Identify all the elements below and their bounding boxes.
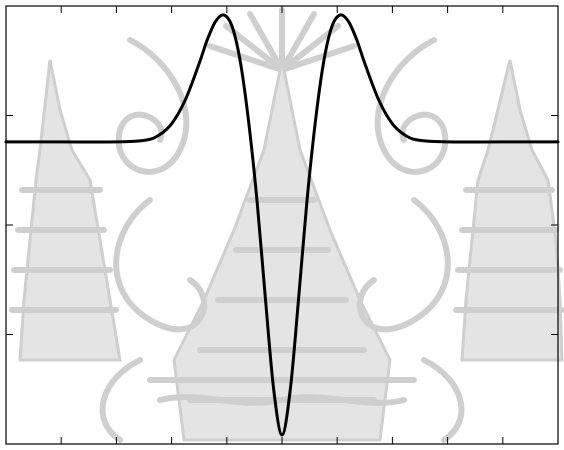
watermark-right-tower-tiers: [453, 187, 564, 313]
watermark-pagoda-tiers: [187, 197, 377, 403]
series-line: [4, 13, 560, 437]
watermark-seal: [9, 7, 564, 443]
watermark-right-tower: [460, 59, 564, 362]
watermark-left-flourish: [99, 37, 208, 443]
watermark-right-flourish: [356, 37, 465, 443]
watermark-sunburst: [207, 7, 357, 73]
watermark-left-tower-tiers: [9, 187, 119, 313]
watermark-left-tower: [18, 59, 122, 362]
watermark-bottom-band: [147, 377, 417, 406]
plot-area: [4, 5, 560, 445]
axis-ticks: [6, 6, 558, 444]
